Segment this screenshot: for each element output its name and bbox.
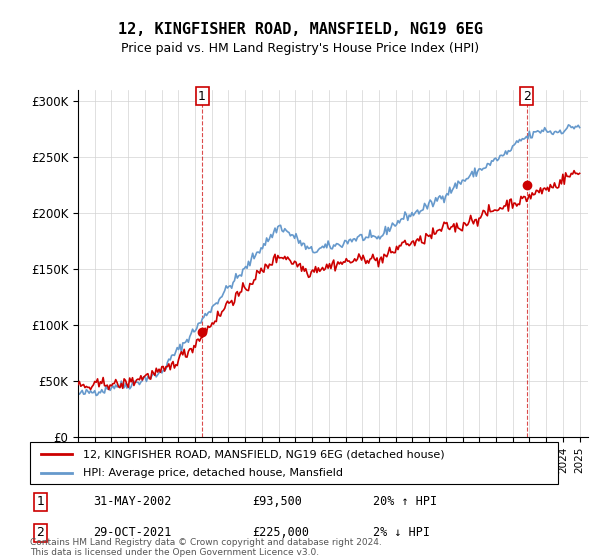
FancyBboxPatch shape bbox=[30, 442, 558, 484]
Text: 1: 1 bbox=[198, 90, 206, 102]
Text: HPI: Average price, detached house, Mansfield: HPI: Average price, detached house, Mans… bbox=[83, 468, 343, 478]
Text: 31-MAY-2002: 31-MAY-2002 bbox=[94, 496, 172, 508]
Text: 2: 2 bbox=[523, 90, 530, 102]
Text: £225,000: £225,000 bbox=[252, 526, 309, 539]
Text: 12, KINGFISHER ROAD, MANSFIELD, NG19 6EG (detached house): 12, KINGFISHER ROAD, MANSFIELD, NG19 6EG… bbox=[83, 449, 445, 459]
Text: 2: 2 bbox=[37, 526, 44, 539]
Text: 29-OCT-2021: 29-OCT-2021 bbox=[94, 526, 172, 539]
Text: Price paid vs. HM Land Registry's House Price Index (HPI): Price paid vs. HM Land Registry's House … bbox=[121, 42, 479, 55]
Text: 20% ↑ HPI: 20% ↑ HPI bbox=[373, 496, 437, 508]
Text: 12, KINGFISHER ROAD, MANSFIELD, NG19 6EG: 12, KINGFISHER ROAD, MANSFIELD, NG19 6EG bbox=[118, 22, 482, 38]
Text: £93,500: £93,500 bbox=[252, 496, 302, 508]
Text: 2% ↓ HPI: 2% ↓ HPI bbox=[373, 526, 430, 539]
Text: 1: 1 bbox=[37, 496, 44, 508]
Text: Contains HM Land Registry data © Crown copyright and database right 2024.
This d: Contains HM Land Registry data © Crown c… bbox=[30, 538, 382, 557]
